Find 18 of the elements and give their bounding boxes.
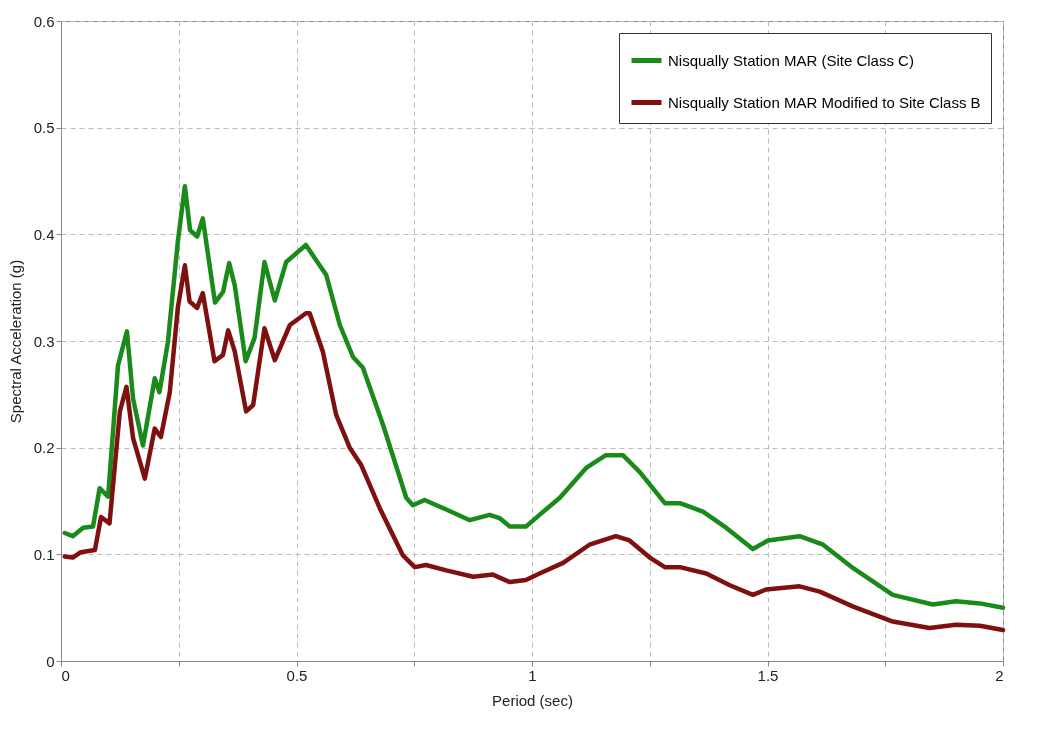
y-tick-label: 0.4 [33,225,55,243]
x-tick-label: 1.5 [757,666,779,684]
y-tick-label: 0.1 [33,545,55,563]
line-series [62,184,1006,610]
x-axis-title: Period (sec) [492,691,573,709]
legend-label: Nisqually Station MAR Modified to Site Class B [668,93,981,111]
y-tick-label: 0.2 [33,439,55,457]
x-tick-label: 1 [528,666,537,684]
y-tick-label: 0.3 [33,332,55,350]
y-tick-label: 0 [46,652,55,670]
x-tick-label: 0.5 [286,666,308,684]
x-tick-label: 0 [61,666,70,684]
line-series [62,263,1006,633]
y-tick-label: 0.6 [33,12,55,30]
y-axis-title: Spectral Acceleration (g) [6,259,24,424]
legend-label: Nisqually Station MAR (Site Class C) [668,51,914,69]
y-tick-label: 0.5 [33,119,55,137]
x-tick-label: 2 [995,666,1004,684]
